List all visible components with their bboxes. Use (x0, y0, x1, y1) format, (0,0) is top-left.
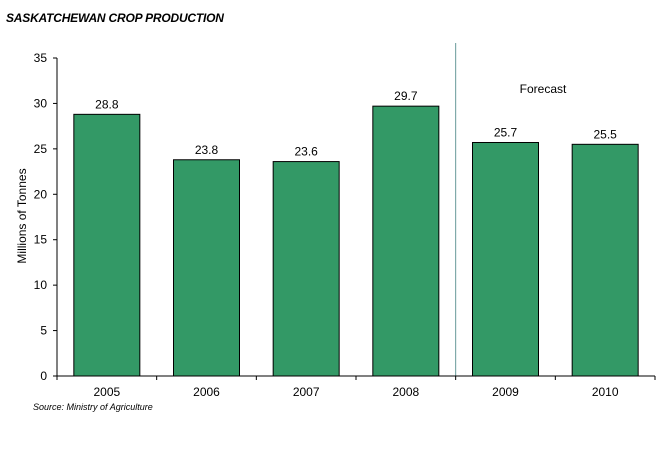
bar-value-label: 23.8 (195, 143, 219, 157)
source-note: Source: Ministry of Agriculture (33, 402, 153, 412)
y-tick-label: 20 (34, 187, 48, 201)
y-axis: 0 5 10 15 20 25 30 35 (34, 51, 58, 383)
bar (173, 159, 240, 377)
y-tick-label: 15 (34, 233, 48, 247)
x-tick-label: 2007 (293, 385, 320, 399)
bar-value-label: 23.6 (294, 145, 318, 159)
y-tick-label: 30 (34, 96, 48, 110)
y-tick-label: 5 (40, 324, 47, 338)
x-tick-label: 2010 (592, 385, 619, 399)
bar-value-label: 29.7 (394, 89, 418, 103)
bar (571, 143, 639, 377)
x-tick-label: 2006 (193, 385, 220, 399)
bar-value-label: 25.7 (494, 125, 518, 139)
chart-title: SASKATCHEWAN CROP PRODUCTION (6, 11, 224, 25)
bar-value-label: 25.5 (593, 127, 617, 141)
y-tick-label: 0 (40, 369, 47, 383)
y-tick-label: 10 (34, 278, 48, 292)
bar (73, 113, 141, 377)
y-tick-label: 25 (34, 142, 48, 156)
x-tick-label: 2008 (392, 385, 419, 399)
forecast-annotation: Forecast (520, 82, 567, 96)
bars-group: 28.8 23.8 23.6 29.7 25.7 25.5 (73, 43, 639, 377)
bar (272, 161, 340, 377)
y-tick-label: 35 (34, 51, 48, 65)
x-tick-label: 2005 (93, 385, 120, 399)
bar (372, 105, 440, 377)
y-axis-label: Millions of Tonnes (15, 168, 29, 263)
x-axis: 2005 2006 2007 2008 2009 2010 (56, 375, 656, 399)
bar (472, 141, 539, 377)
x-tick-label: 2009 (492, 385, 519, 399)
bar-value-label: 28.8 (95, 97, 119, 111)
